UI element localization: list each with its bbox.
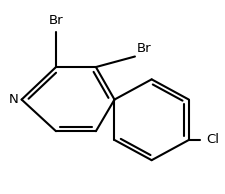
Text: Cl: Cl <box>205 133 218 146</box>
Text: N: N <box>8 93 18 106</box>
Text: Br: Br <box>48 14 63 27</box>
Text: Br: Br <box>136 42 151 55</box>
